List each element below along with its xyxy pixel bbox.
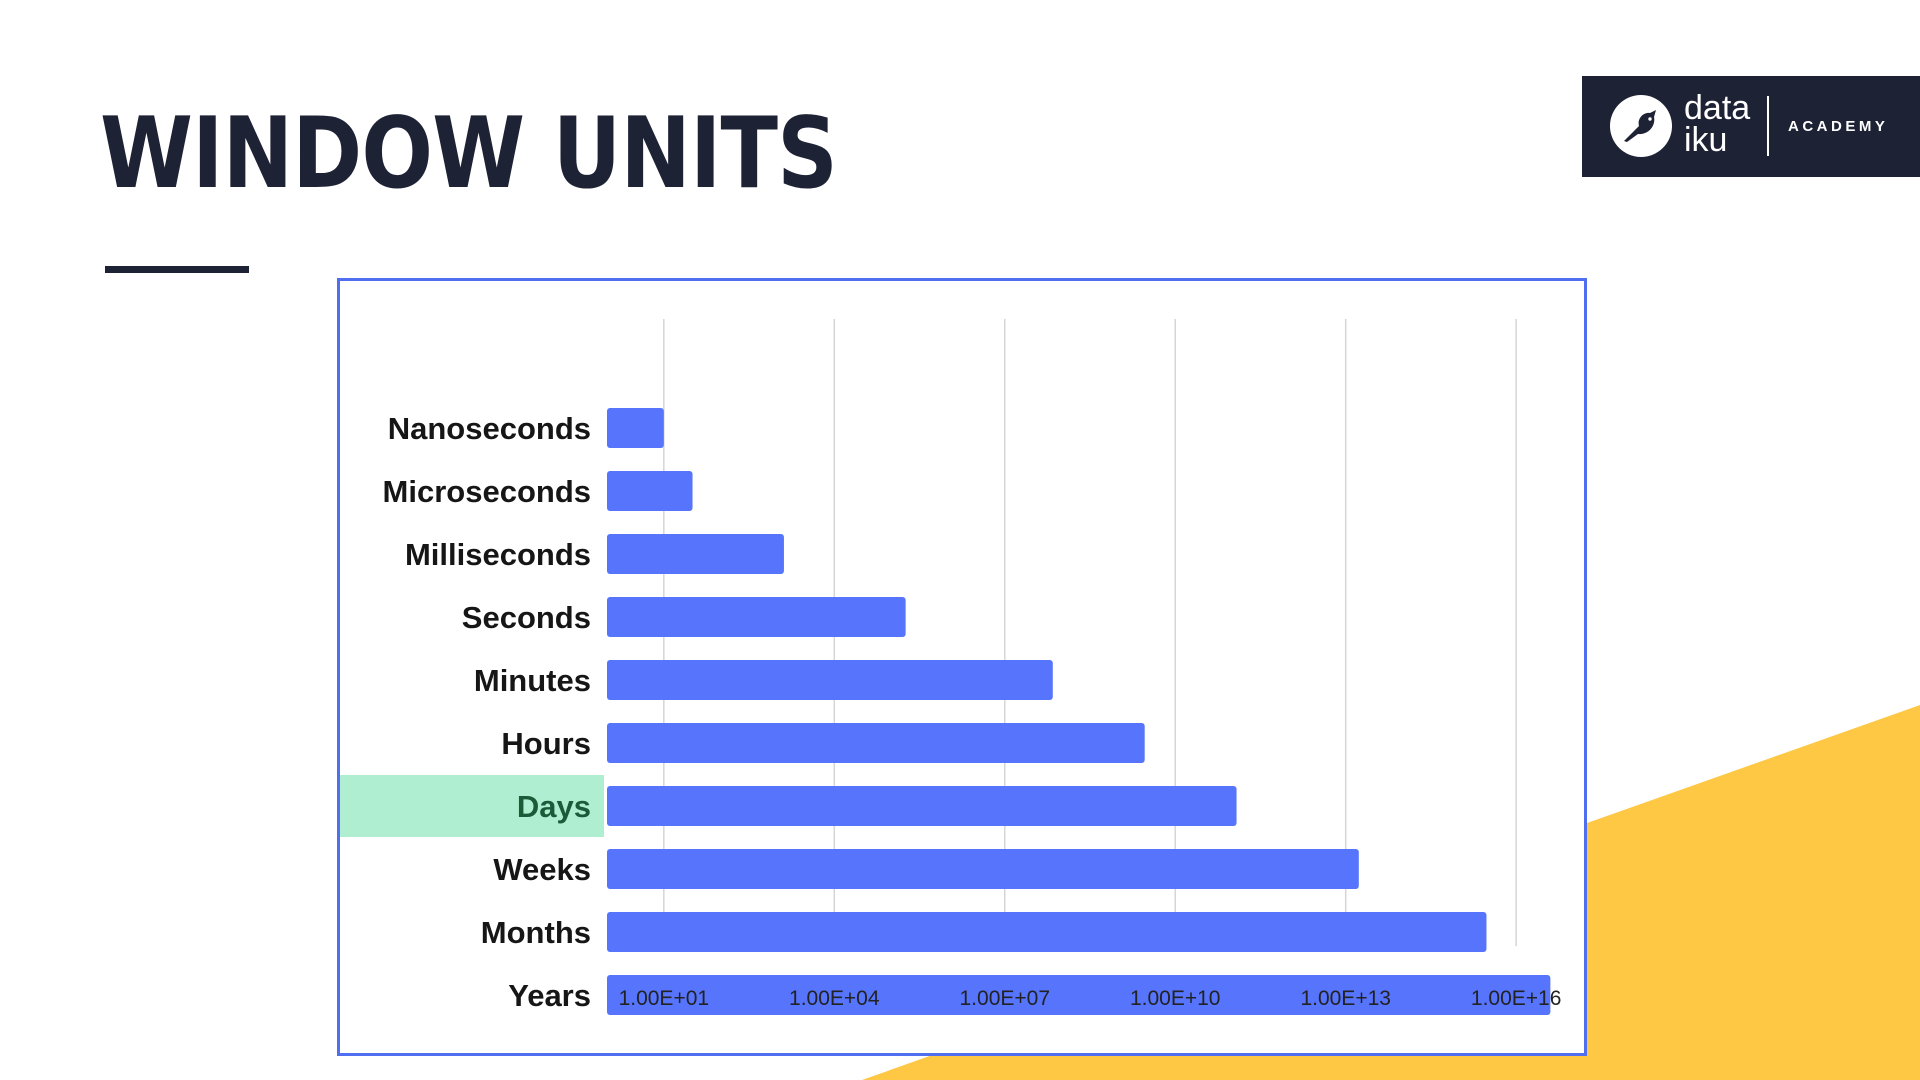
x-tick-label: 1.00E+07 <box>960 987 1051 1010</box>
bar-microseconds <box>607 471 693 511</box>
category-label-hours: Hours <box>501 726 591 761</box>
window-units-chart: Nanoseconds Microseconds Milliseconds Secon… <box>340 319 1562 1015</box>
category-label-nanoseconds: Nanoseconds <box>388 411 591 446</box>
category-label-months: Months <box>481 915 591 950</box>
bird-icon <box>1610 95 1672 157</box>
bar-hours <box>607 723 1145 763</box>
category-label-milliseconds: Milliseconds <box>405 537 591 572</box>
x-tick-label: 1.00E+01 <box>619 987 710 1010</box>
bar-minutes <box>607 660 1053 700</box>
slide-title: WINDOW UNITS <box>100 97 838 211</box>
chart-frame: Nanoseconds Microseconds Milliseconds Secon… <box>337 278 1587 1056</box>
bar-months <box>607 912 1487 952</box>
logo-brand-text: data iku <box>1684 89 1751 159</box>
category-label-days: Days <box>517 789 591 824</box>
bar-weeks <box>607 849 1359 889</box>
category-label-seconds: Seconds <box>462 600 591 635</box>
logo-subtitle: ACADEMY <box>1788 118 1889 135</box>
bar-years <box>607 975 1551 1015</box>
category-label-minutes: Minutes <box>474 663 591 698</box>
bar-seconds <box>607 597 906 637</box>
category-label-weeks: Weeks <box>493 852 591 887</box>
bar-days <box>607 786 1237 826</box>
x-tick-label: 1.00E+04 <box>789 987 880 1010</box>
logo-divider <box>1767 96 1769 156</box>
dataiku-academy-logo[interactable]: data iku ACADEMY <box>1582 76 1920 177</box>
category-label-years: Years <box>508 978 591 1013</box>
x-tick-label: 1.00E+13 <box>1300 987 1391 1010</box>
x-tick-label: 1.00E+10 <box>1130 987 1221 1010</box>
highlight-band <box>340 775 604 837</box>
category-label-microseconds: Microseconds <box>383 474 591 509</box>
title-underline <box>105 266 249 273</box>
x-tick-label: 1.00E+16 <box>1471 987 1562 1010</box>
bar-milliseconds <box>607 534 784 574</box>
bar-nanoseconds <box>607 408 664 448</box>
